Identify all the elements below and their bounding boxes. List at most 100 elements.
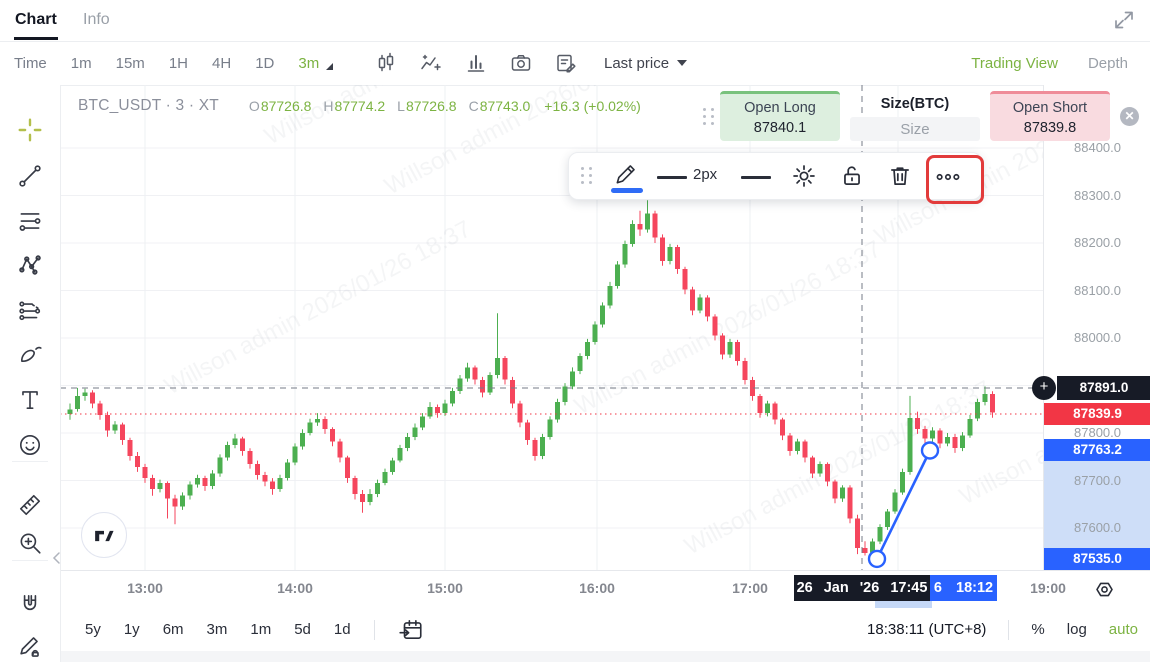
drawing-lock-tool-icon[interactable] bbox=[17, 632, 43, 658]
candle bbox=[990, 394, 995, 413]
line-color-pencil-icon[interactable] bbox=[613, 161, 639, 187]
price-axis[interactable]: + 87891.0 87839.9 87763.2 87535.0 88400.… bbox=[1032, 85, 1150, 570]
text-tool-icon[interactable] bbox=[17, 387, 43, 413]
indicators-icon[interactable] bbox=[419, 51, 443, 75]
size-input[interactable]: Size bbox=[850, 117, 980, 141]
range-3m[interactable]: 3m bbox=[206, 621, 228, 638]
range-5y[interactable]: 5y bbox=[85, 621, 101, 638]
ohlc-item: C87743.0 bbox=[468, 98, 531, 114]
interval-15m[interactable]: 15m bbox=[115, 54, 145, 72]
time-tick: 19:00 bbox=[1030, 580, 1066, 596]
line-width-label[interactable]: 2px bbox=[693, 166, 718, 183]
trend-line-tool-icon[interactable] bbox=[17, 163, 43, 189]
candle bbox=[352, 478, 358, 494]
candle bbox=[187, 484, 193, 496]
more-options-icon[interactable] bbox=[935, 171, 961, 183]
time-axis[interactable]: 26 Jan '26 17:45 6 18:12 13:00 14:00 15:00… bbox=[60, 570, 1150, 608]
candle bbox=[720, 335, 725, 355]
xabcd-pattern-tool-icon[interactable] bbox=[17, 252, 43, 278]
auto-scale-button[interactable]: auto bbox=[1108, 621, 1138, 638]
price-mode-dropdown[interactable]: Last price bbox=[604, 41, 688, 85]
log-scale-button[interactable]: log bbox=[1066, 621, 1087, 638]
tab-depth[interactable]: Depth bbox=[1087, 54, 1128, 72]
tab-info[interactable]: Info bbox=[83, 11, 110, 28]
range-1m[interactable]: 1m bbox=[250, 621, 272, 638]
go-to-date-icon[interactable] bbox=[398, 617, 424, 643]
zoom-in-tool-icon[interactable] bbox=[17, 530, 43, 556]
chart-bottom-bar: 5y 1y 6m 3m 1m 5d 1d 18:38:11 (UTC+8) % log au… bbox=[0, 607, 1150, 662]
time-tick: 15:00 bbox=[427, 580, 463, 596]
tab-trading-view[interactable]: Trading View bbox=[971, 54, 1058, 72]
columns-icon[interactable] bbox=[464, 51, 488, 75]
watermark: Willson admin 2026/01/26 18:37 bbox=[955, 325, 1043, 510]
tab-chart[interactable]: Chart bbox=[14, 0, 58, 40]
candle bbox=[442, 403, 448, 413]
candle bbox=[907, 417, 913, 472]
range-1d[interactable]: 1d bbox=[333, 621, 351, 638]
interval-selected[interactable]: 3m bbox=[298, 55, 334, 72]
candle bbox=[157, 482, 163, 490]
widget-close-icon[interactable]: ✕ bbox=[1120, 107, 1139, 126]
symbol-title[interactable]: BTC_USDT · 3 · XT bbox=[78, 97, 219, 114]
interval-time-label[interactable]: Time bbox=[14, 54, 47, 72]
candle bbox=[127, 440, 133, 456]
order-icon[interactable] bbox=[554, 51, 578, 75]
candle bbox=[832, 481, 838, 499]
candle bbox=[570, 371, 575, 387]
axis-settings-icon[interactable] bbox=[1092, 577, 1117, 602]
trend-line-handle-end[interactable] bbox=[920, 441, 940, 460]
range-5d[interactable]: 5d bbox=[294, 621, 311, 638]
candlestick-icon[interactable] bbox=[374, 51, 398, 75]
emoji-tool-icon[interactable] bbox=[17, 432, 43, 458]
candle bbox=[540, 436, 545, 456]
open-short-button[interactable]: Open Short 87839.8 bbox=[990, 91, 1110, 141]
interval-1h[interactable]: 1H bbox=[168, 54, 188, 72]
fullscreen-expand-icon[interactable] bbox=[1112, 8, 1136, 32]
crosshair-price-value: 87891.0 bbox=[1057, 376, 1150, 400]
candle bbox=[690, 289, 695, 311]
selected-color-swatch[interactable] bbox=[611, 188, 643, 193]
price-tick: 88400.0 bbox=[1074, 140, 1121, 155]
percent-scale-button[interactable]: % bbox=[1031, 621, 1045, 638]
candle bbox=[105, 414, 110, 431]
open-long-button[interactable]: Open Long 87840.1 bbox=[720, 91, 840, 141]
interval-4h[interactable]: 4H bbox=[212, 54, 232, 72]
camera-icon[interactable] bbox=[509, 51, 533, 75]
trend-line-drawing[interactable] bbox=[875, 449, 932, 560]
candle bbox=[262, 474, 268, 482]
sidebar-collapse-chevron-icon[interactable] bbox=[52, 551, 62, 565]
candle bbox=[172, 498, 178, 507]
candle bbox=[525, 422, 530, 441]
bottom-strip bbox=[0, 651, 1150, 662]
symbol-legend: BTC_USDT · 3 · XT O87726.8 H87774.2 L87726… bbox=[78, 97, 641, 115]
ruler-tool-icon[interactable] bbox=[17, 492, 43, 518]
tradingview-logo[interactable] bbox=[81, 512, 127, 558]
magnet-tool-icon[interactable] bbox=[17, 592, 43, 618]
forecast-tool-icon[interactable] bbox=[17, 297, 43, 323]
candle bbox=[165, 482, 170, 499]
brush-tool-icon[interactable] bbox=[17, 341, 43, 367]
candle bbox=[817, 463, 823, 474]
dropdown-corner-triangle-icon bbox=[326, 62, 334, 70]
range-6m[interactable]: 6m bbox=[162, 621, 184, 638]
range-1y[interactable]: 1y bbox=[123, 621, 140, 638]
trend-line-handle-start[interactable] bbox=[867, 549, 887, 569]
trash-icon[interactable] bbox=[887, 163, 913, 189]
line-style-sample-2[interactable] bbox=[741, 176, 771, 179]
add-alert-plus-icon[interactable]: + bbox=[1032, 376, 1056, 400]
interval-1m[interactable]: 1m bbox=[70, 54, 92, 72]
candle bbox=[330, 429, 335, 442]
line-style-sample[interactable] bbox=[657, 176, 687, 179]
candle bbox=[502, 357, 508, 380]
parallel-lines-tool-icon[interactable] bbox=[17, 208, 43, 234]
ohlc-item: O87726.8 bbox=[248, 98, 312, 114]
interval-1d[interactable]: 1D bbox=[255, 54, 275, 72]
settings-gear-icon[interactable] bbox=[791, 163, 817, 189]
crosshair-tool-icon[interactable] bbox=[17, 117, 43, 143]
lock-icon[interactable] bbox=[839, 163, 865, 189]
candle bbox=[810, 457, 815, 474]
clock-utc[interactable]: 18:38:11 (UTC+8) bbox=[867, 621, 987, 638]
widget-drag-handle[interactable] bbox=[698, 91, 720, 141]
toolbar-drag-handle[interactable] bbox=[581, 167, 593, 184]
candle bbox=[457, 378, 463, 392]
